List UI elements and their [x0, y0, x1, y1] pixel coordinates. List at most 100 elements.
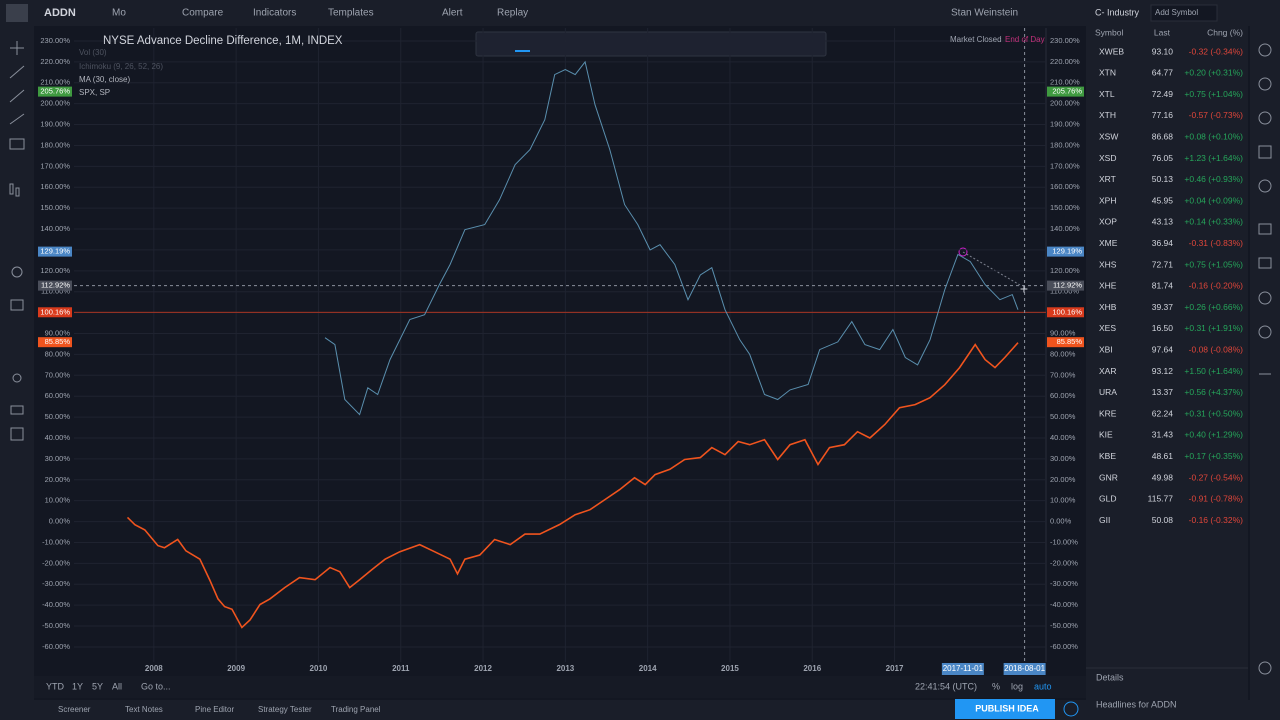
row-symbol[interactable]: KIE	[1099, 430, 1113, 440]
row-last: 97.64	[1152, 344, 1174, 354]
toolbar-item[interactable]: Alert	[442, 8, 463, 19]
row-symbol[interactable]: GNR	[1099, 472, 1118, 482]
y-tick-label-right: 90.00%	[1050, 328, 1076, 337]
y-tick-label-right: -40.00%	[1050, 600, 1078, 609]
range-button[interactable]: 5Y	[92, 681, 103, 691]
publish-text[interactable]: PUBLISH IDEA	[975, 703, 1039, 713]
range-button[interactable]: 1Y	[72, 681, 83, 691]
y-tick-label: 230.00%	[40, 36, 70, 45]
series-legend[interactable]: NYSE Advance Decline Difference, 1M, IND…	[103, 35, 343, 47]
row-symbol[interactable]: XHB	[1099, 302, 1117, 312]
row-last: 50.13	[1152, 174, 1174, 184]
y-tick-label-right: 140.00%	[1050, 224, 1080, 233]
row-last: 93.10	[1152, 46, 1174, 56]
range-button[interactable]: All	[112, 681, 122, 691]
right-icons	[1258, 43, 1272, 675]
row-symbol[interactable]: XME	[1099, 238, 1118, 248]
row-symbol[interactable]: KRE	[1099, 408, 1117, 418]
interval[interactable]: Mo	[112, 8, 126, 19]
row-symbol[interactable]: XTL	[1099, 89, 1115, 99]
row-symbol[interactable]: XWEB	[1099, 46, 1124, 56]
symbol[interactable]: ADDN	[44, 7, 76, 19]
price-badge-right	[1047, 280, 1084, 291]
row-last: 86.68	[1152, 131, 1174, 141]
y-tick-label-right: 200.00%	[1050, 99, 1080, 108]
row-symbol[interactable]: KBE	[1099, 451, 1116, 461]
y-tick-label-right: 210.00%	[1050, 78, 1080, 87]
goto[interactable]: Go to...	[141, 681, 171, 691]
toolbar-item[interactable]: Templates	[328, 8, 374, 19]
tab[interactable]: Pine Editor	[195, 705, 234, 714]
x-marker-bg	[941, 663, 984, 675]
x-marker-label: 2018-08-01	[1004, 664, 1045, 673]
y-tick-label: 170.00%	[40, 161, 70, 170]
scale-button[interactable]: log	[1011, 681, 1023, 691]
avatar[interactable]	[6, 4, 28, 22]
row-last: 16.50	[1152, 323, 1174, 333]
row-last: 31.43	[1152, 430, 1174, 440]
y-tick-label-right: 110.00%	[1050, 287, 1079, 296]
crosshair-cross: +	[1020, 281, 1028, 297]
row-symbol[interactable]: XOP	[1099, 217, 1117, 227]
publish-button[interactable]	[955, 699, 1055, 719]
row-symbol[interactable]: XSD	[1099, 153, 1116, 163]
price-badge-right-text: 85.85%	[1057, 337, 1083, 346]
y-tick-label-right: -50.00%	[1050, 621, 1078, 630]
drawing-marker	[958, 247, 968, 257]
add-symbol-box[interactable]	[1150, 4, 1218, 22]
row-symbol[interactable]: XTN	[1099, 68, 1116, 78]
row-symbol[interactable]: XHS	[1099, 259, 1117, 269]
indicator[interactable]: Vol (30)	[79, 48, 107, 57]
scale-button[interactable]: auto	[1034, 681, 1052, 691]
y-tick-label: -30.00%	[42, 579, 70, 588]
toolbar-item[interactable]: Indicators	[253, 8, 296, 19]
right-toolbar	[1250, 0, 1280, 720]
row-symbol[interactable]: XES	[1099, 323, 1116, 333]
indicator[interactable]: Ichimoku (9, 26, 52, 26)	[79, 62, 163, 71]
play-button[interactable]	[1063, 701, 1079, 717]
series-legend[interactable]: SPX, SP	[79, 88, 110, 97]
row-last: 45.95	[1152, 195, 1174, 205]
row-symbol[interactable]: XRT	[1099, 174, 1116, 184]
row-symbol[interactable]: GII	[1099, 515, 1110, 525]
row-symbol[interactable]: XAR	[1099, 366, 1116, 376]
row-symbol[interactable]: XSW	[1099, 131, 1118, 141]
row-symbol[interactable]: XBI	[1099, 344, 1113, 354]
indicator[interactable]: MA (30, close)	[79, 75, 130, 84]
tab[interactable]: Strategy Tester	[258, 705, 312, 714]
row-symbol[interactable]: URA	[1099, 387, 1117, 397]
price-badge-left-text: 85.85%	[45, 337, 71, 346]
status: End of Day	[1005, 35, 1045, 44]
y-tick-label-right: 70.00%	[1050, 370, 1076, 379]
tab[interactable]: Text Notes	[125, 705, 163, 714]
toolbar-item[interactable]: Replay	[497, 8, 528, 19]
user[interactable]: Stan Weinstein	[951, 8, 1018, 19]
list-name[interactable]: C- Industry	[1095, 7, 1140, 17]
row-symbol[interactable]: XTH	[1099, 110, 1116, 120]
x-tick-label: 2015	[721, 664, 739, 673]
row-change: -0.31 (-0.83%)	[1189, 238, 1243, 248]
headlines[interactable]: Headlines for ADDN	[1096, 699, 1177, 709]
range-button[interactable]: YTD	[46, 681, 65, 691]
row-symbol[interactable]: XHE	[1099, 281, 1117, 291]
details[interactable]: Details	[1096, 672, 1124, 682]
row-symbol[interactable]: GLD	[1099, 494, 1116, 504]
row-last: 43.13	[1152, 217, 1174, 227]
column-header: Last	[1154, 27, 1171, 37]
y-tick-label: 150.00%	[40, 203, 70, 212]
row-change: -0.91 (-0.78%)	[1189, 494, 1243, 504]
y-tick-label-right: 30.00%	[1050, 454, 1076, 463]
toolbar-item[interactable]: Compare	[182, 8, 224, 19]
y-tick-label: 200.00%	[40, 99, 70, 108]
tab[interactable]: Screener	[58, 705, 91, 714]
tab[interactable]: Trading Panel	[331, 705, 381, 714]
y-tick-label: 50.00%	[45, 412, 71, 421]
row-last: 13.37	[1152, 387, 1174, 397]
add-symbol[interactable]: Add Symbol	[1155, 8, 1198, 17]
scale-button[interactable]: %	[992, 681, 1000, 691]
y-tick-label: 80.00%	[45, 349, 71, 358]
row-symbol[interactable]: XPH	[1099, 195, 1116, 205]
price-badge-right	[1047, 86, 1084, 97]
